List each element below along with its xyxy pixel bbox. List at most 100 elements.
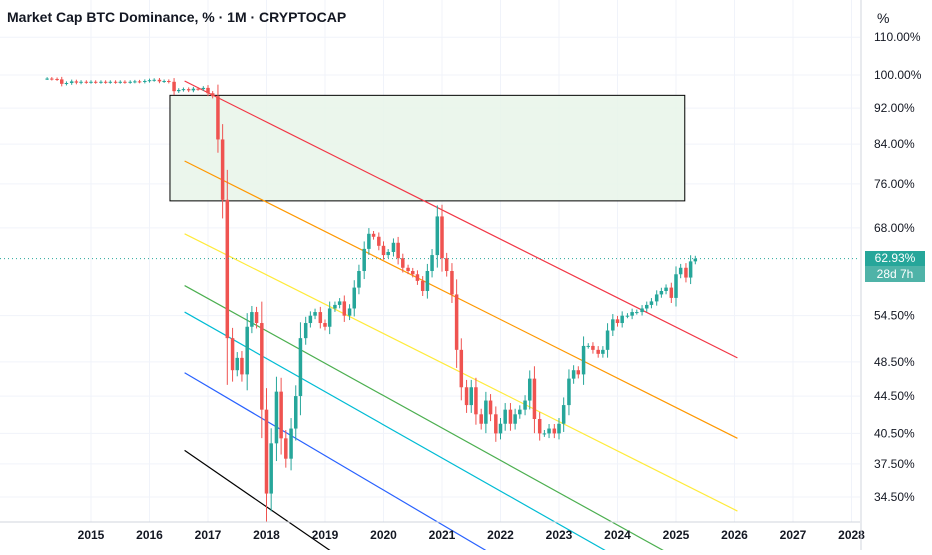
candle-body: [561, 405, 566, 424]
candle-body: [69, 81, 74, 84]
x-tick-label: 2019: [312, 528, 339, 542]
candle-body: [571, 370, 576, 379]
candle-body: [615, 319, 620, 324]
candle-body: [688, 261, 693, 278]
candle-body: [274, 391, 279, 444]
candle-body: [50, 78, 54, 80]
candle-body: [484, 400, 488, 424]
candle-body: [167, 80, 171, 82]
candle-body: [293, 396, 298, 429]
candle-body: [357, 271, 361, 288]
candle-body: [488, 400, 493, 415]
candle-body: [84, 81, 89, 83]
y-tick-label: 34.50%: [874, 490, 915, 504]
candle-body: [581, 345, 586, 375]
candle-body: [406, 267, 410, 272]
x-tick-label: 2023: [546, 528, 573, 542]
candle-body: [654, 294, 659, 302]
candle-body: [444, 258, 449, 272]
candle-body: [513, 414, 517, 424]
y-tick-label: 37.50%: [874, 457, 915, 471]
candle-body: [264, 409, 269, 494]
candle-body: [381, 245, 386, 256]
candle-body: [260, 323, 264, 410]
candle-body: [337, 301, 342, 305]
y-tick-label: 76.00%: [874, 177, 915, 191]
candle-body: [333, 304, 337, 309]
candle-body: [386, 251, 390, 256]
candle-body: [674, 274, 678, 298]
channel-line: [184, 372, 495, 555]
candle-body: [303, 323, 308, 339]
candle-body: [186, 89, 191, 91]
candle-body: [532, 378, 537, 419]
last-price-badge: 62.93%: [865, 251, 925, 266]
candle-body: [254, 312, 259, 324]
bar-countdown-badge: 28d 7h: [865, 266, 925, 282]
candle-body: [625, 315, 630, 317]
candle-body: [196, 88, 200, 90]
candle-body: [459, 349, 464, 388]
zone-rectangle: [169, 94, 686, 202]
candle-body: [474, 387, 478, 415]
candle-body: [99, 81, 103, 83]
candlestick-series: [45, 76, 698, 522]
candle-body: [298, 338, 303, 397]
candle-body: [425, 271, 430, 292]
y-tick-label: 48.50%: [874, 355, 915, 369]
candle-body: [523, 400, 527, 410]
candle-body: [596, 349, 600, 354]
candle-body: [74, 81, 79, 83]
candle-body: [684, 267, 688, 278]
candle-body: [308, 315, 313, 324]
candle-body: [318, 312, 323, 324]
candle-body: [547, 428, 551, 434]
x-tick-label: 2016: [136, 528, 163, 542]
candle-body: [649, 301, 654, 305]
candle-body: [79, 81, 83, 83]
channel-line: [184, 285, 673, 555]
candle-body: [410, 271, 415, 275]
candle-body: [162, 80, 166, 82]
x-tick-label: 2026: [721, 528, 748, 542]
x-tick-label: 2021: [429, 528, 456, 542]
candle-body: [430, 255, 434, 272]
rectangle-zone[interactable]: [169, 94, 686, 202]
candle-body: [669, 287, 674, 298]
y-tick-label: 44.50%: [874, 389, 915, 403]
channel-line: [184, 80, 738, 359]
y-tick-label: 110.00%: [874, 30, 921, 44]
candle-body: [518, 409, 522, 415]
candle-body: [289, 428, 293, 459]
x-tick-label: 2015: [78, 528, 105, 542]
y-axis-unit-label[interactable]: %: [877, 10, 890, 26]
candle-body: [64, 83, 69, 85]
candle-body: [59, 79, 64, 84]
candle-body: [557, 423, 561, 434]
candle-body: [396, 242, 400, 259]
candle-body: [147, 80, 152, 82]
candle-body: [591, 345, 595, 350]
candle-body: [323, 323, 327, 327]
candle-body: [89, 81, 93, 83]
candle-body: [635, 312, 639, 314]
x-tick-label: 2018: [253, 528, 280, 542]
candle-body: [157, 79, 162, 82]
candle-body: [586, 345, 591, 347]
candle-body: [640, 308, 644, 313]
candle-body: [137, 81, 142, 83]
x-tick-label: 2017: [195, 528, 222, 542]
candle-body: [191, 88, 196, 91]
candle-body: [245, 326, 249, 375]
candle-body: [479, 414, 483, 424]
candle-body: [644, 304, 649, 309]
candle-body: [367, 233, 371, 249]
candle-body: [201, 87, 206, 90]
channel-line: [184, 449, 338, 555]
candle-body: [342, 301, 347, 316]
candle-body: [93, 81, 98, 83]
candle-body: [401, 258, 405, 268]
candle-body: [230, 338, 235, 371]
